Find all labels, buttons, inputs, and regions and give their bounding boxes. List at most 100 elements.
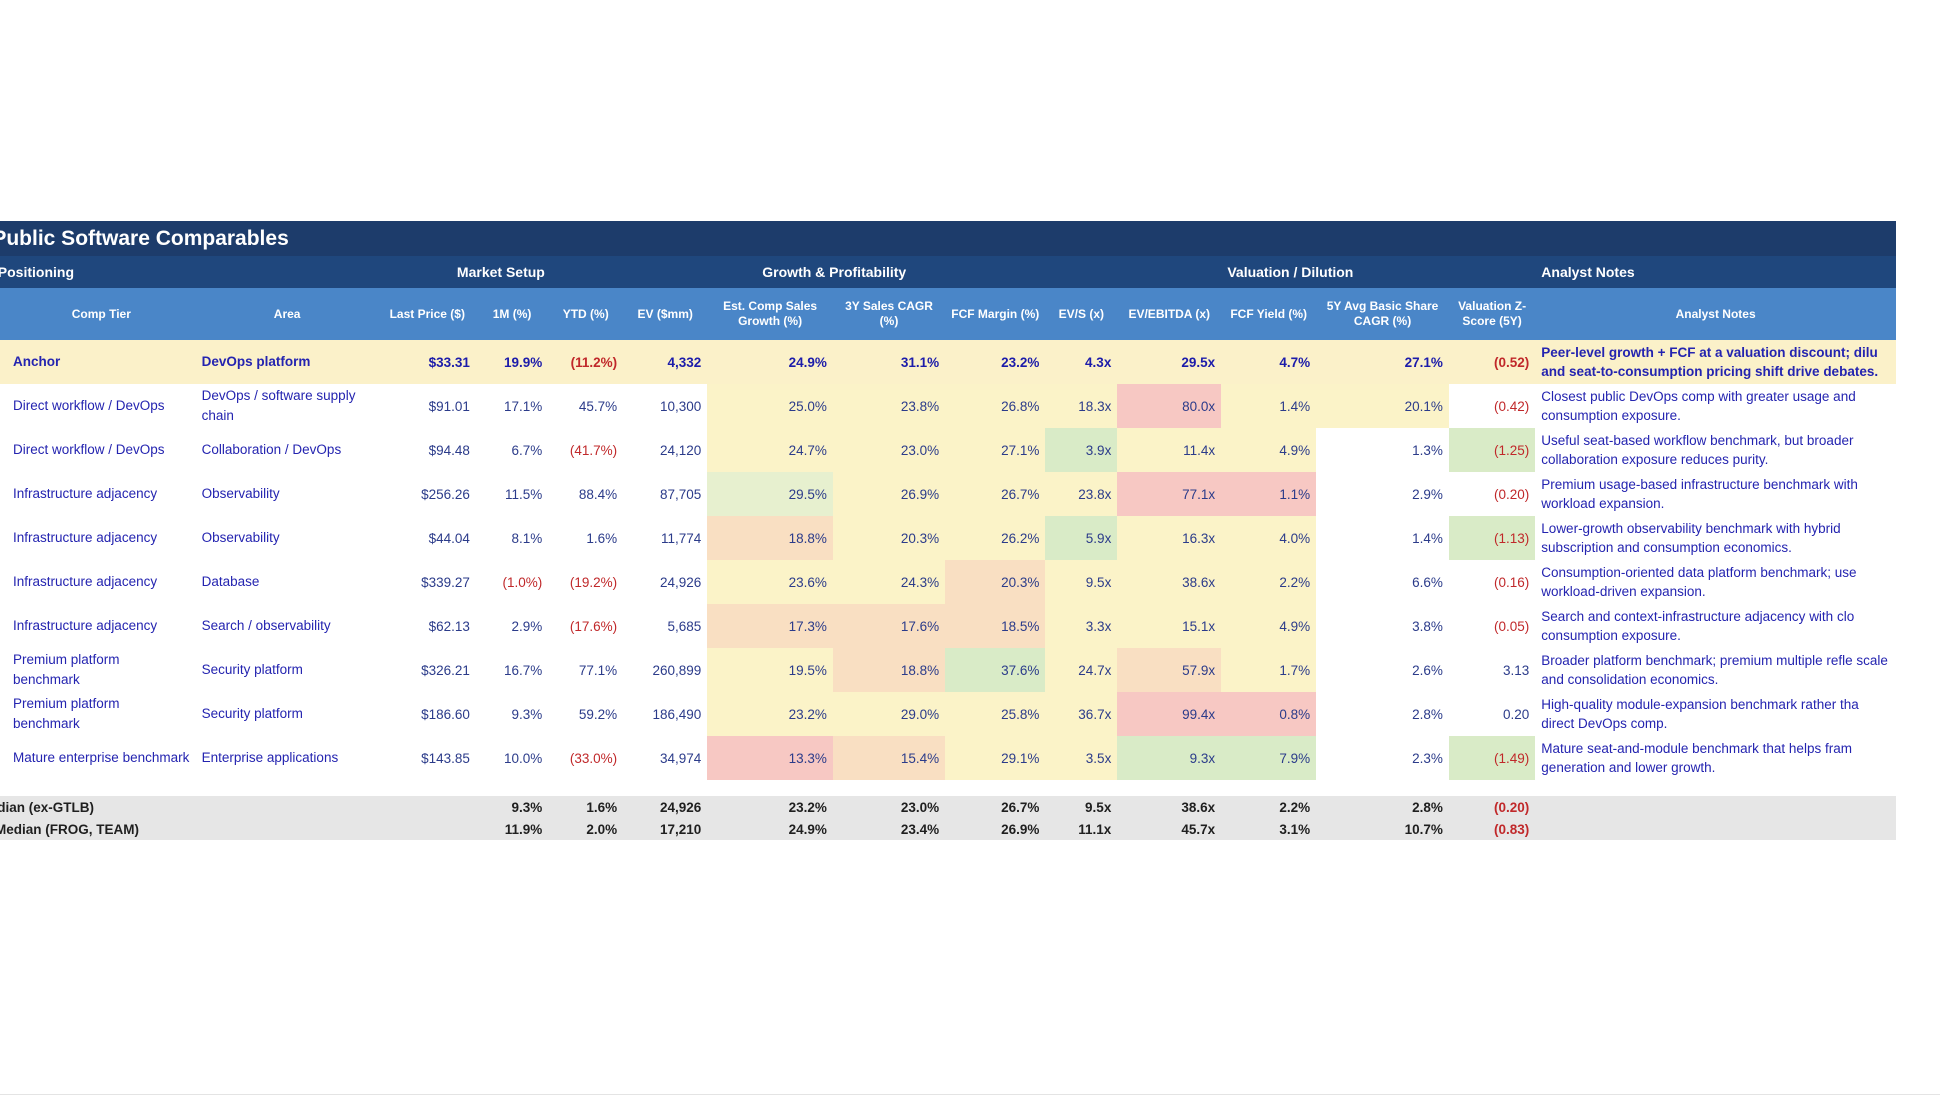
one-month-cell[interactable]: 2.9%	[475, 604, 549, 648]
area-cell[interactable]: Observability	[201, 530, 280, 545]
three-year-cagr-cell[interactable]: 18.8%	[832, 648, 946, 692]
share-cagr-cell[interactable]: 6.6%	[1316, 560, 1449, 604]
ev-cell[interactable]: 186,490	[623, 692, 708, 736]
ytd-cell[interactable]: (19.2%)	[548, 560, 624, 604]
ev-cell[interactable]: 260,899	[623, 648, 708, 692]
analyst-note-cell[interactable]: Broader platform benchmark; premium mult…	[1535, 648, 1896, 692]
comp-tier-cell[interactable]: Infrastructure adjacency	[13, 618, 158, 633]
comp-growth-cell[interactable]: 29.5%	[707, 472, 833, 516]
ev-cell[interactable]: 5,685	[623, 604, 708, 648]
comp-growth-cell[interactable]: 25.0%	[707, 384, 833, 428]
three-year-cagr-cell[interactable]: 15.4%	[832, 736, 946, 780]
col-header-ev-s[interactable]: EV/S (x)	[1045, 288, 1118, 340]
table-row[interactable]: Infrastructure adjacency Observability $25…	[0, 472, 1896, 516]
ytd-cell[interactable]: 77.1%	[548, 648, 624, 692]
col-header-last-price[interactable]: Last Price ($)	[378, 288, 476, 340]
comp-tier-cell[interactable]: Anchor	[7, 340, 196, 384]
col-header-ev-ebitda[interactable]: EV/EBITDA (x)	[1117, 288, 1222, 340]
analyst-note-cell[interactable]: Mature seat-and-module benchmark that he…	[1535, 736, 1896, 780]
one-month-cell[interactable]: 16.7%	[475, 648, 549, 692]
three-year-cagr-cell[interactable]: 20.3%	[832, 516, 946, 560]
area-cell[interactable]: Search / observability	[201, 618, 331, 633]
three-year-cagr-cell[interactable]: 29.0%	[832, 692, 946, 736]
comp-growth-cell[interactable]: 13.3%	[707, 736, 833, 780]
one-month-cell[interactable]: 6.7%	[475, 428, 549, 472]
ytd-cell[interactable]: (41.7%)	[548, 428, 624, 472]
col-header-comp-tier[interactable]: Comp Tier	[7, 288, 196, 340]
ev-ebitda-cell[interactable]: 16.3x	[1117, 516, 1222, 560]
analyst-note-cell[interactable]: Lower-growth observability benchmark wit…	[1535, 516, 1896, 560]
last-price-cell[interactable]: $326.21	[378, 648, 476, 692]
last-price-cell[interactable]: $186.60	[378, 692, 476, 736]
ev-sales-cell[interactable]: 36.7x	[1045, 692, 1118, 736]
fcf-yield-cell[interactable]: 1.1%	[1221, 472, 1317, 516]
fcf-margin-cell[interactable]: 25.8%	[945, 692, 1046, 736]
analyst-note-cell[interactable]: Closest public DevOps comp with greater …	[1535, 384, 1896, 428]
fcf-yield-cell[interactable]: 1.4%	[1221, 384, 1317, 428]
one-month-cell[interactable]: 8.1%	[475, 516, 549, 560]
ytd-cell[interactable]: (11.2%)	[548, 340, 624, 384]
ev-sales-cell[interactable]: 3.3x	[1045, 604, 1118, 648]
three-year-cagr-cell[interactable]: 24.3%	[832, 560, 946, 604]
ev-ebitda-cell[interactable]: 9.3x	[1117, 736, 1222, 780]
fcf-yield-cell[interactable]: 7.9%	[1221, 736, 1317, 780]
one-month-cell[interactable]: 17.1%	[475, 384, 549, 428]
last-price-cell[interactable]: $143.85	[378, 736, 476, 780]
share-cagr-cell[interactable]: 2.3%	[1316, 736, 1449, 780]
fcf-yield-cell[interactable]: 1.7%	[1221, 648, 1317, 692]
comp-tier-cell[interactable]: Mature enterprise benchmark	[13, 750, 190, 765]
analyst-note-cell[interactable]: Useful seat-based workflow benchmark, bu…	[1535, 428, 1896, 472]
fcf-yield-cell[interactable]: 4.0%	[1221, 516, 1317, 560]
analyst-note-cell[interactable]: Consumption-oriented data platform bench…	[1535, 560, 1896, 604]
last-price-cell[interactable]: $91.01	[378, 384, 476, 428]
col-header-ev[interactable]: EV ($mm)	[623, 288, 708, 340]
table-row[interactable]: Direct workflow / DevOps Collaboration / …	[0, 428, 1896, 472]
ytd-cell[interactable]: (33.0%)	[548, 736, 624, 780]
fcf-margin-cell[interactable]: 37.6%	[945, 648, 1046, 692]
ev-cell[interactable]: 10,300	[623, 384, 708, 428]
fcf-margin-cell[interactable]: 29.1%	[945, 736, 1046, 780]
z-score-cell[interactable]: (0.16)	[1448, 560, 1536, 604]
ytd-cell[interactable]: 59.2%	[548, 692, 624, 736]
fcf-yield-cell[interactable]: 2.2%	[1221, 560, 1317, 604]
area-cell[interactable]: DevOps platform	[195, 340, 379, 384]
last-price-cell[interactable]: $256.26	[378, 472, 476, 516]
comp-growth-cell[interactable]: 18.8%	[707, 516, 833, 560]
comp-tier-cell[interactable]: Infrastructure adjacency	[13, 530, 158, 545]
share-cagr-cell[interactable]: 27.1%	[1316, 340, 1449, 384]
fcf-yield-cell[interactable]: 0.8%	[1221, 692, 1317, 736]
one-month-cell[interactable]: 19.9%	[475, 340, 549, 384]
three-year-cagr-cell[interactable]: 26.9%	[832, 472, 946, 516]
comp-tier-cell[interactable]: Premium platform benchmark	[13, 652, 120, 687]
col-header-comp-growth[interactable]: Est. Comp Sales Growth (%)	[707, 288, 833, 340]
ev-ebitda-cell[interactable]: 77.1x	[1117, 472, 1222, 516]
ev-sales-cell[interactable]: 3.5x	[1045, 736, 1118, 780]
share-cagr-cell[interactable]: 1.3%	[1316, 428, 1449, 472]
comp-growth-cell[interactable]: 24.9%	[707, 340, 833, 384]
one-month-cell[interactable]: (1.0%)	[475, 560, 549, 604]
fcf-yield-cell[interactable]: 4.9%	[1221, 428, 1317, 472]
share-cagr-cell[interactable]: 2.9%	[1316, 472, 1449, 516]
comp-tier-cell[interactable]: Infrastructure adjacency	[13, 486, 158, 501]
ev-sales-cell[interactable]: 5.9x	[1045, 516, 1118, 560]
last-price-cell[interactable]: $94.48	[378, 428, 476, 472]
last-price-cell[interactable]: $33.31	[378, 340, 476, 384]
fcf-margin-cell[interactable]: 27.1%	[945, 428, 1046, 472]
comp-growth-cell[interactable]: 23.6%	[707, 560, 833, 604]
one-month-cell[interactable]: 11.5%	[475, 472, 549, 516]
ev-ebitda-cell[interactable]: 99.4x	[1117, 692, 1222, 736]
ev-sales-cell[interactable]: 24.7x	[1045, 648, 1118, 692]
col-header-share-cagr[interactable]: 5Y Avg Basic Share CAGR (%)	[1316, 288, 1449, 340]
three-year-cagr-cell[interactable]: 23.0%	[832, 428, 946, 472]
ev-ebitda-cell[interactable]: 29.5x	[1117, 340, 1222, 384]
ev-cell[interactable]: 24,926	[623, 560, 708, 604]
col-header-fcf-margin[interactable]: FCF Margin (%)	[945, 288, 1046, 340]
ev-ebitda-cell[interactable]: 11.4x	[1117, 428, 1222, 472]
table-row[interactable]: Mature enterprise benchmark Enterprise ap…	[0, 736, 1896, 780]
col-header-3y-cagr[interactable]: 3Y Sales CAGR (%)	[832, 288, 946, 340]
table-row[interactable]: Infrastructure adjacency Search / observa…	[0, 604, 1896, 648]
area-cell[interactable]: Database	[201, 574, 260, 589]
one-month-cell[interactable]: 9.3%	[475, 692, 549, 736]
col-header-area[interactable]: Area	[195, 288, 379, 340]
ev-sales-cell[interactable]: 3.9x	[1045, 428, 1118, 472]
